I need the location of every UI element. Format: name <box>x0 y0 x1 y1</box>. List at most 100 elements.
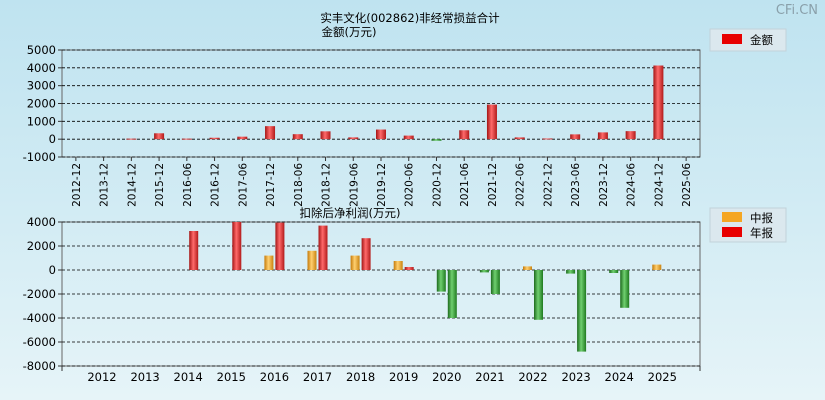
chart1-bar <box>181 138 192 140</box>
chart1-x-tick-label: 2015-12 <box>154 163 166 207</box>
chart1-x-tick-label: 2022-12 <box>542 163 554 207</box>
chart2-x-axis: 2012 2013 2014 2015 2016 2017 2018 2019 2020 2021… <box>61 366 701 384</box>
chart1-x-tick-label: 2017-12 <box>265 163 277 207</box>
chart1-legend-swatch <box>722 34 742 44</box>
chart2-x-tick-label: 2016 <box>260 370 289 384</box>
chart1-x-tick-label: 2023-12 <box>598 163 610 207</box>
chart2-legend-label-annual: 年报 <box>750 226 773 240</box>
chart1-y-tick-label: 0 <box>49 132 56 146</box>
chart2-bar-mid <box>436 270 446 292</box>
chart2-bar-annual <box>361 238 371 270</box>
chart2-bar-mid <box>652 264 662 270</box>
chart1-x-tick-label: 2012-12 <box>71 163 83 207</box>
chart1-bars <box>126 65 664 141</box>
chart1-bar <box>292 134 303 140</box>
watermark: CFi.CN <box>776 3 818 18</box>
chart1-x-tick-label: 2021-12 <box>487 163 499 207</box>
chart2-bar-annual <box>490 270 500 294</box>
chart1-x-tick-label: 2020-06 <box>404 163 416 207</box>
chart2-x-tick-label: 2019 <box>389 370 418 384</box>
chart1-bar <box>348 137 359 140</box>
chart2-x-tick-label: 2025 <box>648 370 677 384</box>
chart1-plot: 5000 4000 3000 2000 1000 0 -1000 2012-12 2013-1… <box>23 43 701 207</box>
chart1-bar <box>486 104 497 140</box>
chart2-x-tick-label: 2021 <box>475 370 504 384</box>
chart2-bar-mid <box>307 250 317 270</box>
chart1-bar <box>209 137 220 140</box>
chart2-title: 扣除后净利润(万元) <box>300 206 401 220</box>
chart1-bar <box>265 126 276 140</box>
chart2-bar-annual <box>534 270 543 320</box>
chart1-bar <box>597 132 608 140</box>
chart2-bar-mid <box>350 255 360 270</box>
chart2-x-tick-label: 2022 <box>518 370 547 384</box>
chart1-bar <box>320 131 331 140</box>
chart1-gridlines <box>62 49 700 158</box>
chart2-legend-swatch-mid <box>722 212 742 222</box>
chart1-bar <box>431 139 442 141</box>
chart2-bar-annual <box>232 222 242 270</box>
chart1-bar <box>154 133 165 140</box>
chart1-subtitle: 金额(万元) <box>322 25 377 39</box>
chart2-x-tick-label: 2014 <box>174 370 203 384</box>
chart1-y-tick-label: -1000 <box>23 150 56 164</box>
chart1-legend-label: 金额 <box>750 33 773 47</box>
chart1-x-tick-label: 2022-06 <box>515 163 527 207</box>
chart1-x-tick-label: 2019-12 <box>376 163 388 207</box>
chart2-y-tick-label: 2000 <box>27 239 56 253</box>
chart1-x-tick-label: 2021-06 <box>459 163 471 207</box>
chart2-y-axis: 4000 2000 0 -2000 -4000 -6000 -8000 <box>23 215 62 373</box>
chart2-x-tick-label: 2013 <box>130 370 159 384</box>
chart1-x-tick-label: 2013-12 <box>99 163 111 207</box>
chart2-gridlines <box>62 221 700 367</box>
chart1-x-axis: 2012-12 2013-12 2014-12 2015-12 2016-06 2016-… <box>71 157 693 207</box>
chart1-y-tick-label: 2000 <box>27 97 56 111</box>
chart1-x-tick-label: 2016-12 <box>210 163 222 207</box>
chart1-x-tick-label: 2014-12 <box>126 163 138 207</box>
chart2-legend-label-mid: 中报 <box>750 211 773 225</box>
chart1-x-tick-label: 2024-12 <box>653 163 665 207</box>
chart2-x-tick-label: 2012 <box>87 370 116 384</box>
chart2-x-tick-label: 2015 <box>217 370 246 384</box>
chart1-title: 实丰文化(002862)非经常损益合计 <box>320 11 500 25</box>
chart2-x-tick-label: 2018 <box>346 370 375 384</box>
chart1-bar <box>459 130 470 140</box>
chart1-bar <box>653 65 664 140</box>
chart1-bar <box>625 131 636 140</box>
chart1-y-tick-label: 3000 <box>27 79 56 93</box>
chart2-bar-mid <box>609 270 619 273</box>
chart1-x-tick-label: 2018-06 <box>293 163 305 207</box>
chart1-bar <box>376 129 386 140</box>
chart2-bars <box>189 222 662 352</box>
chart1-bar <box>403 135 414 140</box>
chart2-x-tick-label: 2017 <box>303 370 332 384</box>
chart2-y-tick-label: -8000 <box>23 359 56 373</box>
chart1-legend: 金额 <box>709 28 787 52</box>
chart1-x-tick-label: 2023-06 <box>570 163 582 207</box>
chart1-y-axis: 5000 4000 3000 2000 1000 0 -1000 <box>23 43 62 164</box>
chart1-bar <box>570 134 581 140</box>
chart2-y-tick-label: 0 <box>49 263 56 277</box>
chart1-x-tick-label: 2025-06 <box>681 163 693 207</box>
chart2-bar-mid <box>393 261 403 270</box>
chart2-bar-mid <box>523 266 532 270</box>
chart1-y-tick-label: 5000 <box>27 43 56 57</box>
chart1-y-tick-label: 1000 <box>27 114 56 128</box>
chart1-x-tick-label: 2018-12 <box>321 163 333 207</box>
chart2-x-tick-label: 2020 <box>432 370 461 384</box>
chart2-x-tick-label: 2023 <box>561 370 590 384</box>
chart2-bar-annual <box>620 270 630 308</box>
chart2-bar-annual <box>447 270 457 318</box>
chart2-bar-mid <box>264 255 274 270</box>
chart2-bar-mid <box>479 270 489 273</box>
chart2-bar-annual <box>577 270 587 352</box>
chart2-bar-annual <box>318 225 328 270</box>
chart1-legend-box <box>709 28 787 52</box>
chart2-x-tick-label: 2024 <box>605 370 634 384</box>
chart1-x-tick-label: 2024-06 <box>626 163 638 207</box>
chart1-x-tick-label: 2019-06 <box>348 163 360 207</box>
chart2-bar-annual <box>189 231 199 270</box>
chart2-bar-annual <box>275 222 285 270</box>
